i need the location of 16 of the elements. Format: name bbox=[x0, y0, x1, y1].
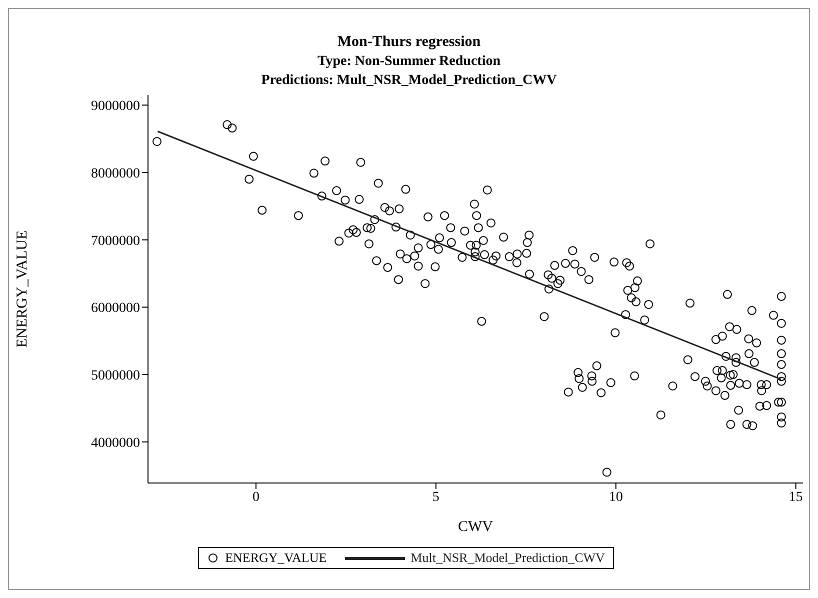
y-tick-label: 5000000 bbox=[91, 368, 140, 384]
y-tick-label: 8000000 bbox=[91, 166, 140, 182]
y-tick-label: 4000000 bbox=[91, 436, 140, 451]
chart-title: Mon-Thurs regression bbox=[336, 33, 482, 52]
x-tick-label: 0 bbox=[252, 490, 260, 505]
chart-subtitle: Type: Non-Summer Reduction Predictions: Mult_NSR_Model_Prediction_CWV bbox=[260, 53, 558, 90]
x-tick-label: 15 bbox=[788, 490, 803, 505]
x-tick-label: 10 bbox=[608, 490, 623, 505]
legend-label: Mult_NSR_Model_Prediction_CWV bbox=[410, 550, 605, 566]
x-axis-title: CWV bbox=[458, 519, 494, 535]
y-tick-label: 9000000 bbox=[91, 99, 140, 114]
y-tick-label: 6000000 bbox=[91, 301, 140, 316]
y-tick-label: 7000000 bbox=[91, 234, 140, 249]
x-tick-label: 5 bbox=[432, 490, 440, 505]
legend-label: ENERGY_VALUE bbox=[225, 550, 327, 566]
y-axis-title: ENERGY_VALUE bbox=[14, 230, 30, 348]
